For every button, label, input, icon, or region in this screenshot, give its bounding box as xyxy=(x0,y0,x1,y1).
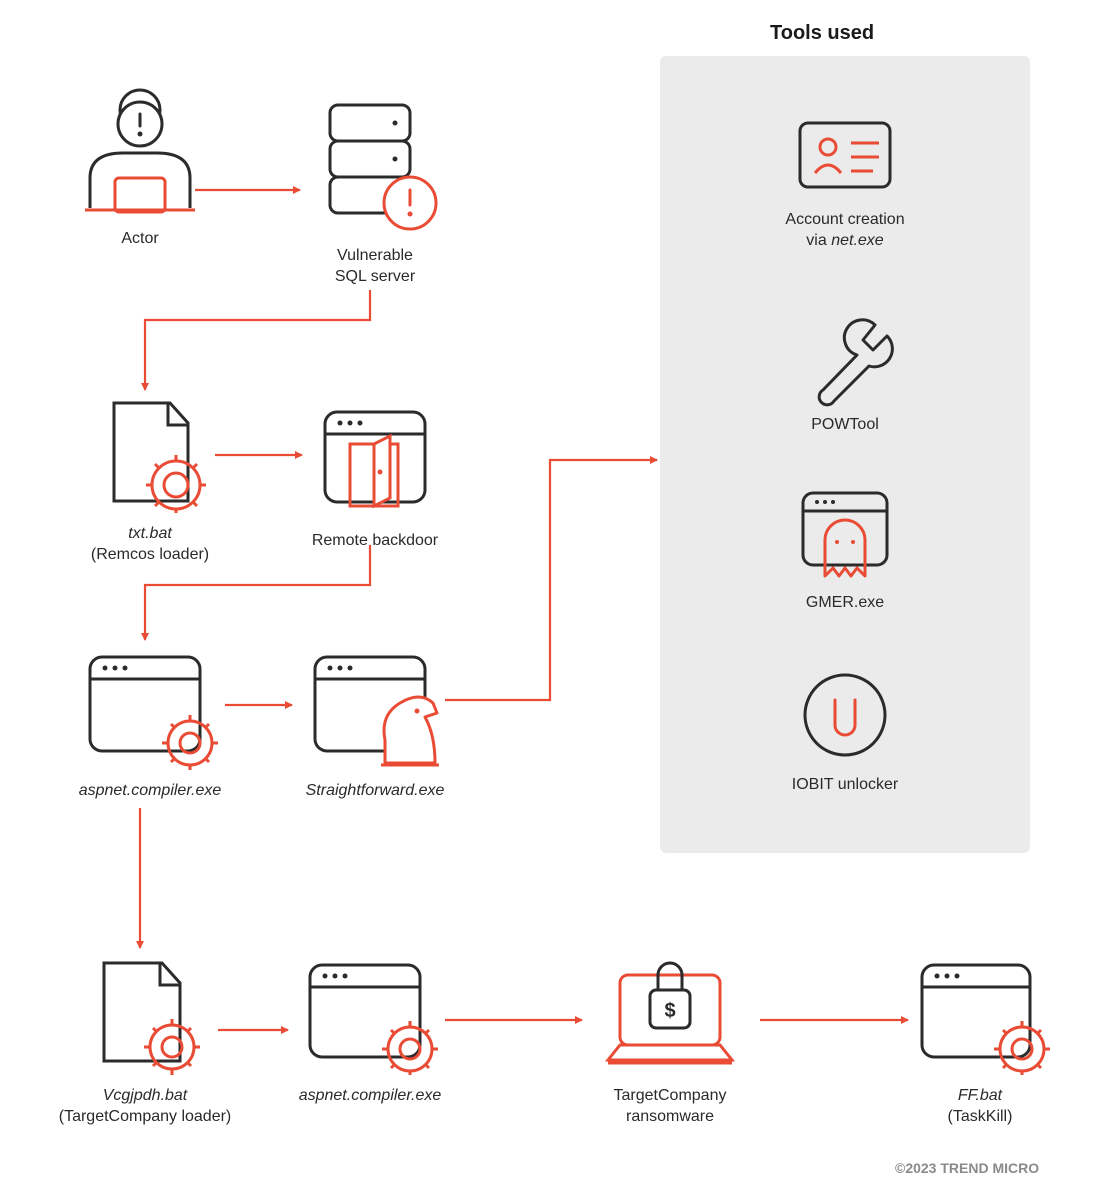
node-sql-server: VulnerableSQL server xyxy=(300,95,450,288)
window-gear-icon xyxy=(60,645,240,770)
edge-straight-to-tools xyxy=(445,460,657,700)
tools-title: Tools used xyxy=(770,22,874,45)
copyright-text: ©2023 TREND MICRO xyxy=(895,1160,1039,1176)
tool-powtool: POWTool xyxy=(745,300,945,436)
file-gear-icon xyxy=(70,393,230,513)
node-ffbat: FF.bat(TaskKill) xyxy=(900,955,1060,1128)
wrench-icon xyxy=(745,300,945,410)
unlock-circle-icon xyxy=(745,660,945,770)
window-gear-icon xyxy=(280,955,460,1075)
node-aspnet2: aspnet.compiler.exe xyxy=(280,955,460,1107)
diagram-canvas: Tools used Account creation via net.exe … xyxy=(0,0,1100,1200)
window-knight-icon xyxy=(285,645,465,770)
tool-gmer: GMER.exe xyxy=(745,478,945,614)
node-aspnet1: aspnet.compiler.exe xyxy=(60,645,240,802)
svg-text:$: $ xyxy=(664,1000,675,1022)
node-actor: Actor xyxy=(75,88,205,250)
node-label: Remote backdoor xyxy=(300,531,450,552)
node-label: Vcgjpdh.bat(TargetCompany loader) xyxy=(40,1086,250,1128)
node-vcgjpdh: Vcgjpdh.bat(TargetCompany loader) xyxy=(40,955,250,1128)
node-label: aspnet.compiler.exe xyxy=(280,1086,460,1107)
tool-iobit: IOBIT unlocker xyxy=(745,660,945,796)
tool-label: IOBIT unlocker xyxy=(745,775,945,796)
ghost-window-icon xyxy=(745,478,945,588)
actor-icon xyxy=(75,88,205,218)
window-gear-icon xyxy=(900,955,1060,1075)
node-backdoor: Remote backdoor xyxy=(300,400,450,552)
node-label: txt.bat(Remcos loader) xyxy=(70,524,230,566)
window-door-icon xyxy=(300,400,450,520)
node-label: VulnerableSQL server xyxy=(300,246,450,288)
node-label: Actor xyxy=(75,229,205,250)
server-alert-icon xyxy=(300,95,450,235)
node-label: FF.bat(TaskKill) xyxy=(900,1086,1060,1128)
node-txtbat: txt.bat(Remcos loader) xyxy=(70,393,230,566)
node-label: TargetCompanyransomware xyxy=(580,1086,760,1128)
edge-sql-to-txtbat xyxy=(145,290,370,390)
node-label: aspnet.compiler.exe xyxy=(60,781,240,802)
tool-label: GMER.exe xyxy=(745,593,945,614)
file-gear-icon xyxy=(40,955,250,1075)
node-straightforward: Straightforward.exe xyxy=(285,645,465,802)
node-label: Straightforward.exe xyxy=(285,781,465,802)
node-ransomware: $ TargetCompanyransomware xyxy=(580,935,760,1128)
tool-account-creation: Account creation via net.exe xyxy=(745,105,945,252)
id-card-icon xyxy=(745,105,945,205)
tool-label: Account creation via net.exe xyxy=(745,210,945,252)
tool-label: POWTool xyxy=(745,415,945,436)
laptop-ransom-icon: $ xyxy=(580,935,760,1075)
